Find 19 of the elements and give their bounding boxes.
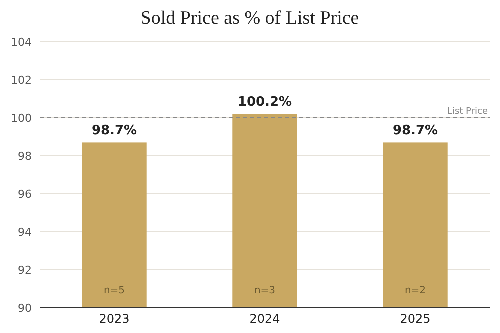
chart-title: Sold Price as % of List Price [140,8,360,29]
y-tick-label: 92 [18,264,32,277]
x-tick-label: 2025 [400,312,431,326]
y-tick-label: 96 [18,188,32,201]
annotation: n=5 [104,286,126,296]
y-tick-label: 102 [11,74,32,87]
ref-line-label: List Price [447,107,488,117]
data-label: 98.7% [92,124,138,139]
x-tick-label: 2024 [250,312,280,326]
data-label: 100.2% [238,95,292,110]
y-tick-label: 100 [11,112,32,125]
y-tick-label: 104 [11,36,32,49]
data-label: 98.7% [392,124,438,139]
annotation: n=2 [404,286,426,296]
annotation: n=3 [254,286,276,296]
x-tick-label: 2023 [99,312,130,326]
y-tick-label: 98 [18,150,32,163]
y-tick-label: 90 [18,302,32,315]
y-tick-label: 94 [18,226,32,239]
